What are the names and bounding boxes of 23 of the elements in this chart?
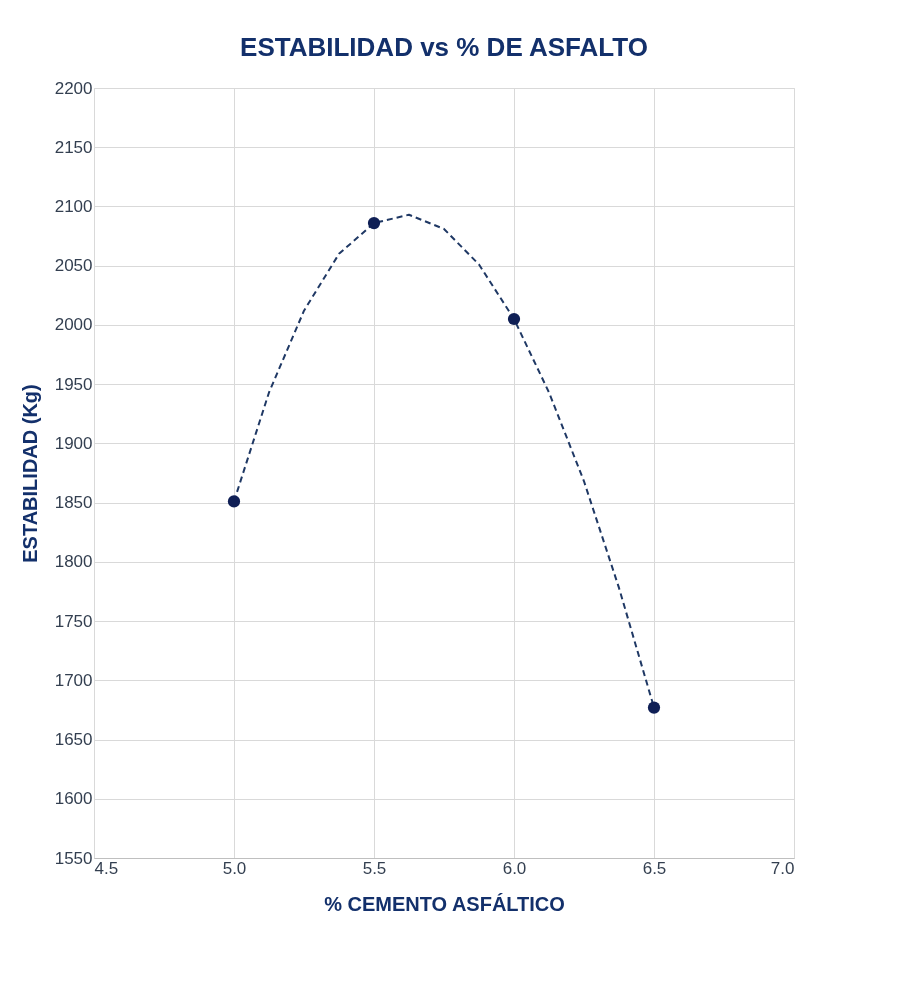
y-tick-label: 1900 bbox=[54, 433, 93, 453]
y-tick-label: 2100 bbox=[54, 196, 93, 216]
y-tick-label: 2000 bbox=[54, 315, 93, 335]
y-axis-title: ESTABILIDAD (Kg) bbox=[18, 384, 41, 563]
y-tick-label: 2200 bbox=[54, 78, 93, 98]
y-tick-label: 2150 bbox=[54, 137, 93, 157]
y-tick-label: 2050 bbox=[54, 256, 93, 276]
y-tick-label: 1700 bbox=[54, 670, 93, 690]
y-tick-label: 1800 bbox=[54, 552, 93, 572]
x-tick-label: 7.0 bbox=[770, 858, 795, 878]
chart-title: ESTABILIDAD vs % DE ASFALTO bbox=[240, 32, 648, 62]
x-tick-label: 6.5 bbox=[642, 858, 667, 878]
y-tick-label: 1650 bbox=[54, 730, 93, 750]
x-tick-label: 4.5 bbox=[94, 858, 119, 878]
y-tick-label: 1550 bbox=[54, 848, 93, 868]
x-tick-label: 5.0 bbox=[222, 858, 247, 878]
x-tick-label: 6.0 bbox=[502, 858, 527, 878]
y-tick-label: 1950 bbox=[54, 374, 93, 394]
x-tick-label: 5.5 bbox=[362, 858, 387, 878]
y-tick-label: 1850 bbox=[54, 493, 93, 513]
y-tick-label: 1750 bbox=[54, 611, 93, 631]
x-axis-title: % CEMENTO ASFÁLTICO bbox=[324, 892, 565, 915]
y-tick-label: 1600 bbox=[54, 789, 93, 809]
